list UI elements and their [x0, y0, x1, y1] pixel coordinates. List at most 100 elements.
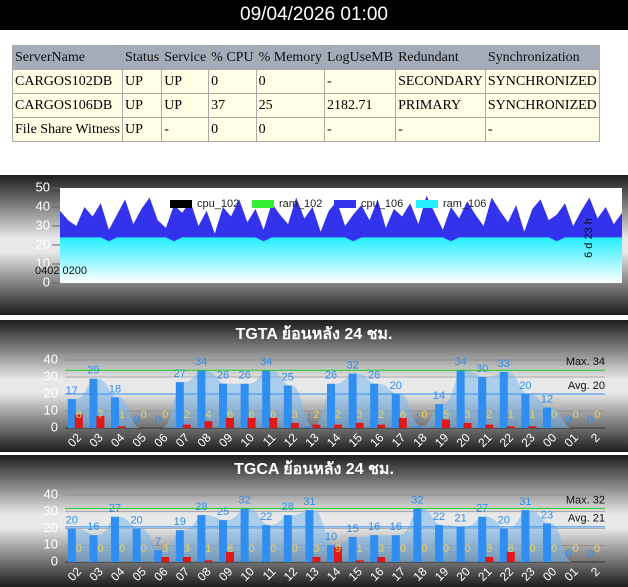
bar	[485, 424, 494, 428]
value-label: 1	[306, 412, 312, 424]
table-cell: -	[395, 117, 486, 142]
bar	[348, 373, 357, 428]
bar	[391, 394, 400, 428]
legend-swatch	[334, 200, 356, 208]
value-label: 26	[217, 370, 229, 382]
table-cell: Synchronization	[484, 45, 600, 70]
value-label: 6	[270, 409, 276, 421]
bar	[204, 560, 213, 562]
table-cell: 25	[255, 93, 325, 118]
max-label: Max. 32	[566, 494, 605, 506]
table-cell: 0	[208, 69, 257, 94]
value-label: 18	[109, 383, 121, 395]
value-label: 0	[134, 414, 140, 426]
legend-label: ram_106	[443, 198, 486, 210]
y-tick-label: 20	[36, 236, 50, 251]
value-label: 0	[162, 409, 168, 421]
y-tick-label: 10	[36, 255, 50, 270]
value-label: 0	[292, 543, 298, 555]
table-cell: SYNCHRONIZED	[484, 69, 600, 94]
bar	[283, 385, 292, 428]
bar	[485, 556, 494, 562]
value-label: 3	[378, 543, 384, 555]
table-cell: 0	[255, 69, 325, 94]
bar	[283, 515, 292, 562]
value-label: 0	[155, 414, 161, 426]
table-cell: File Share Witness	[12, 117, 123, 142]
bar	[219, 520, 227, 562]
value-label: 0	[587, 548, 593, 560]
trend-area	[75, 508, 595, 562]
value-label: 21	[454, 513, 466, 525]
value-label: 20	[390, 380, 402, 392]
bar	[528, 426, 537, 428]
table-cell: % CPU	[208, 45, 257, 70]
value-label: 1	[508, 409, 514, 421]
value-label: 6	[227, 543, 233, 555]
bar	[89, 378, 98, 428]
bar	[89, 535, 98, 562]
bar	[478, 377, 487, 428]
value-label: 3	[313, 543, 319, 555]
bar	[377, 424, 386, 428]
table-cell: 0	[255, 117, 325, 142]
value-label: 31	[303, 496, 315, 508]
table-cell: Redundant	[395, 45, 486, 70]
bar	[305, 426, 314, 428]
bar	[175, 530, 184, 562]
value-label: 20	[498, 514, 510, 526]
value-label: 0	[443, 543, 449, 555]
bar	[370, 535, 379, 562]
value-label: 2	[313, 409, 319, 421]
value-label: 26	[325, 370, 337, 382]
y-tick-label: 40	[44, 351, 58, 366]
value-label: 0	[270, 543, 276, 555]
value-label: 32	[238, 494, 250, 506]
value-label: 12	[541, 394, 553, 406]
avg-label: Avg. 21	[568, 513, 605, 525]
value-label: 10	[325, 531, 337, 543]
bar	[506, 551, 515, 562]
bar	[521, 394, 530, 428]
y-tick-label: 30	[36, 217, 50, 232]
value-label: 34	[260, 356, 272, 368]
value-label: 0	[76, 543, 82, 555]
bar	[204, 421, 213, 428]
table-cell: 2182.71	[323, 93, 397, 118]
chart-title: TGTA ย้อนหลัง 24 ชม.	[236, 325, 393, 343]
bar	[226, 551, 234, 562]
bar	[154, 550, 163, 562]
value-label: 1	[357, 543, 363, 555]
value-label: 1	[205, 543, 211, 555]
value-label: 31	[519, 496, 531, 508]
bar	[247, 417, 256, 428]
value-label: 0	[465, 543, 471, 555]
value-label: 20	[519, 380, 531, 392]
value-label: 0	[594, 543, 600, 555]
table-cell: UP	[121, 69, 163, 94]
bar	[197, 515, 206, 562]
value-label: 0	[587, 414, 593, 426]
bar	[175, 382, 184, 428]
value-label: 28	[282, 501, 294, 513]
value-label: 6	[508, 543, 514, 555]
legend-swatch	[170, 200, 192, 208]
value-label: 2	[378, 409, 384, 421]
value-label: 3	[184, 543, 190, 555]
value-label: 26	[238, 370, 250, 382]
table-cell: % Memory	[255, 45, 325, 70]
bar	[456, 370, 465, 428]
bar	[413, 508, 422, 562]
value-label: 19	[174, 516, 186, 528]
value-label: 6	[400, 409, 406, 421]
value-label: 3	[292, 409, 298, 421]
table-cell: LogUseMB	[323, 45, 397, 70]
legend-label: cpu_102	[197, 198, 239, 210]
value-label: 9	[335, 543, 341, 555]
bar	[67, 399, 76, 428]
bar	[478, 516, 487, 562]
x-span-label: 6 d 23 h	[583, 218, 595, 258]
bar	[262, 370, 271, 428]
